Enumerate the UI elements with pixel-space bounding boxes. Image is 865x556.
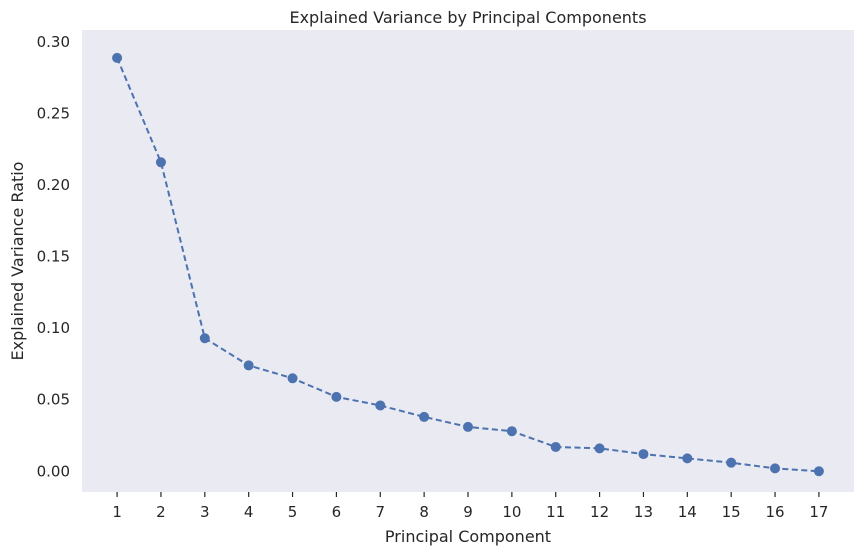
x-tick-label: 1 bbox=[112, 503, 122, 521]
data-point bbox=[770, 463, 781, 474]
x-tick-label: 15 bbox=[722, 503, 741, 521]
x-tick-label: 10 bbox=[502, 503, 521, 521]
data-point bbox=[726, 457, 737, 468]
y-axis-label: Explained Variance Ratio bbox=[8, 162, 27, 361]
data-point bbox=[243, 360, 254, 371]
data-point bbox=[638, 449, 649, 460]
data-point bbox=[155, 157, 166, 168]
x-tick-label: 7 bbox=[375, 503, 385, 521]
x-tick-label: 2 bbox=[156, 503, 166, 521]
data-point bbox=[112, 52, 123, 63]
y-axis: 0.00 0.05 0.10 0.15 0.20 0.25 0.30 bbox=[37, 33, 70, 480]
x-tick-label: 14 bbox=[678, 503, 697, 521]
data-point bbox=[594, 443, 605, 454]
y-tick-label: 0.10 bbox=[37, 319, 70, 337]
data-point bbox=[506, 426, 517, 437]
data-point bbox=[463, 421, 473, 432]
x-tick-label: 8 bbox=[419, 503, 429, 521]
y-tick-label: 0.30 bbox=[37, 33, 70, 51]
x-axis-label: Principal Component bbox=[385, 527, 551, 546]
x-tick-label: 13 bbox=[634, 503, 653, 521]
data-point bbox=[331, 391, 342, 402]
y-tick-label: 0.00 bbox=[37, 462, 70, 480]
x-tick-label: 6 bbox=[332, 503, 342, 521]
chart-title: Explained Variance by Principal Componen… bbox=[289, 8, 646, 27]
x-tick-label: 9 bbox=[463, 503, 473, 521]
x-axis: 1 2 3 4 5 6 7 8 9 10 11 12 13 14 15 16 17 bbox=[112, 492, 828, 521]
data-point bbox=[813, 466, 824, 477]
x-tick-label: 5 bbox=[288, 503, 298, 521]
x-tick-label: 11 bbox=[546, 503, 565, 521]
data-point bbox=[682, 453, 693, 464]
y-tick-label: 0.25 bbox=[37, 105, 70, 123]
y-tick-label: 0.15 bbox=[37, 248, 70, 266]
y-tick-label: 0.05 bbox=[37, 391, 70, 409]
x-tick-label: 4 bbox=[244, 503, 254, 521]
x-tick-label: 3 bbox=[200, 503, 210, 521]
x-tick-label: 16 bbox=[765, 503, 784, 521]
data-point bbox=[419, 411, 430, 422]
data-point bbox=[550, 441, 561, 452]
data-point bbox=[199, 333, 210, 344]
y-tick-label: 0.20 bbox=[37, 176, 70, 194]
series-layer bbox=[112, 52, 824, 477]
data-point bbox=[375, 400, 386, 411]
x-tick-label: 17 bbox=[809, 503, 828, 521]
plot-area bbox=[82, 30, 854, 492]
data-point bbox=[287, 373, 298, 384]
x-tick-label: 12 bbox=[590, 503, 609, 521]
